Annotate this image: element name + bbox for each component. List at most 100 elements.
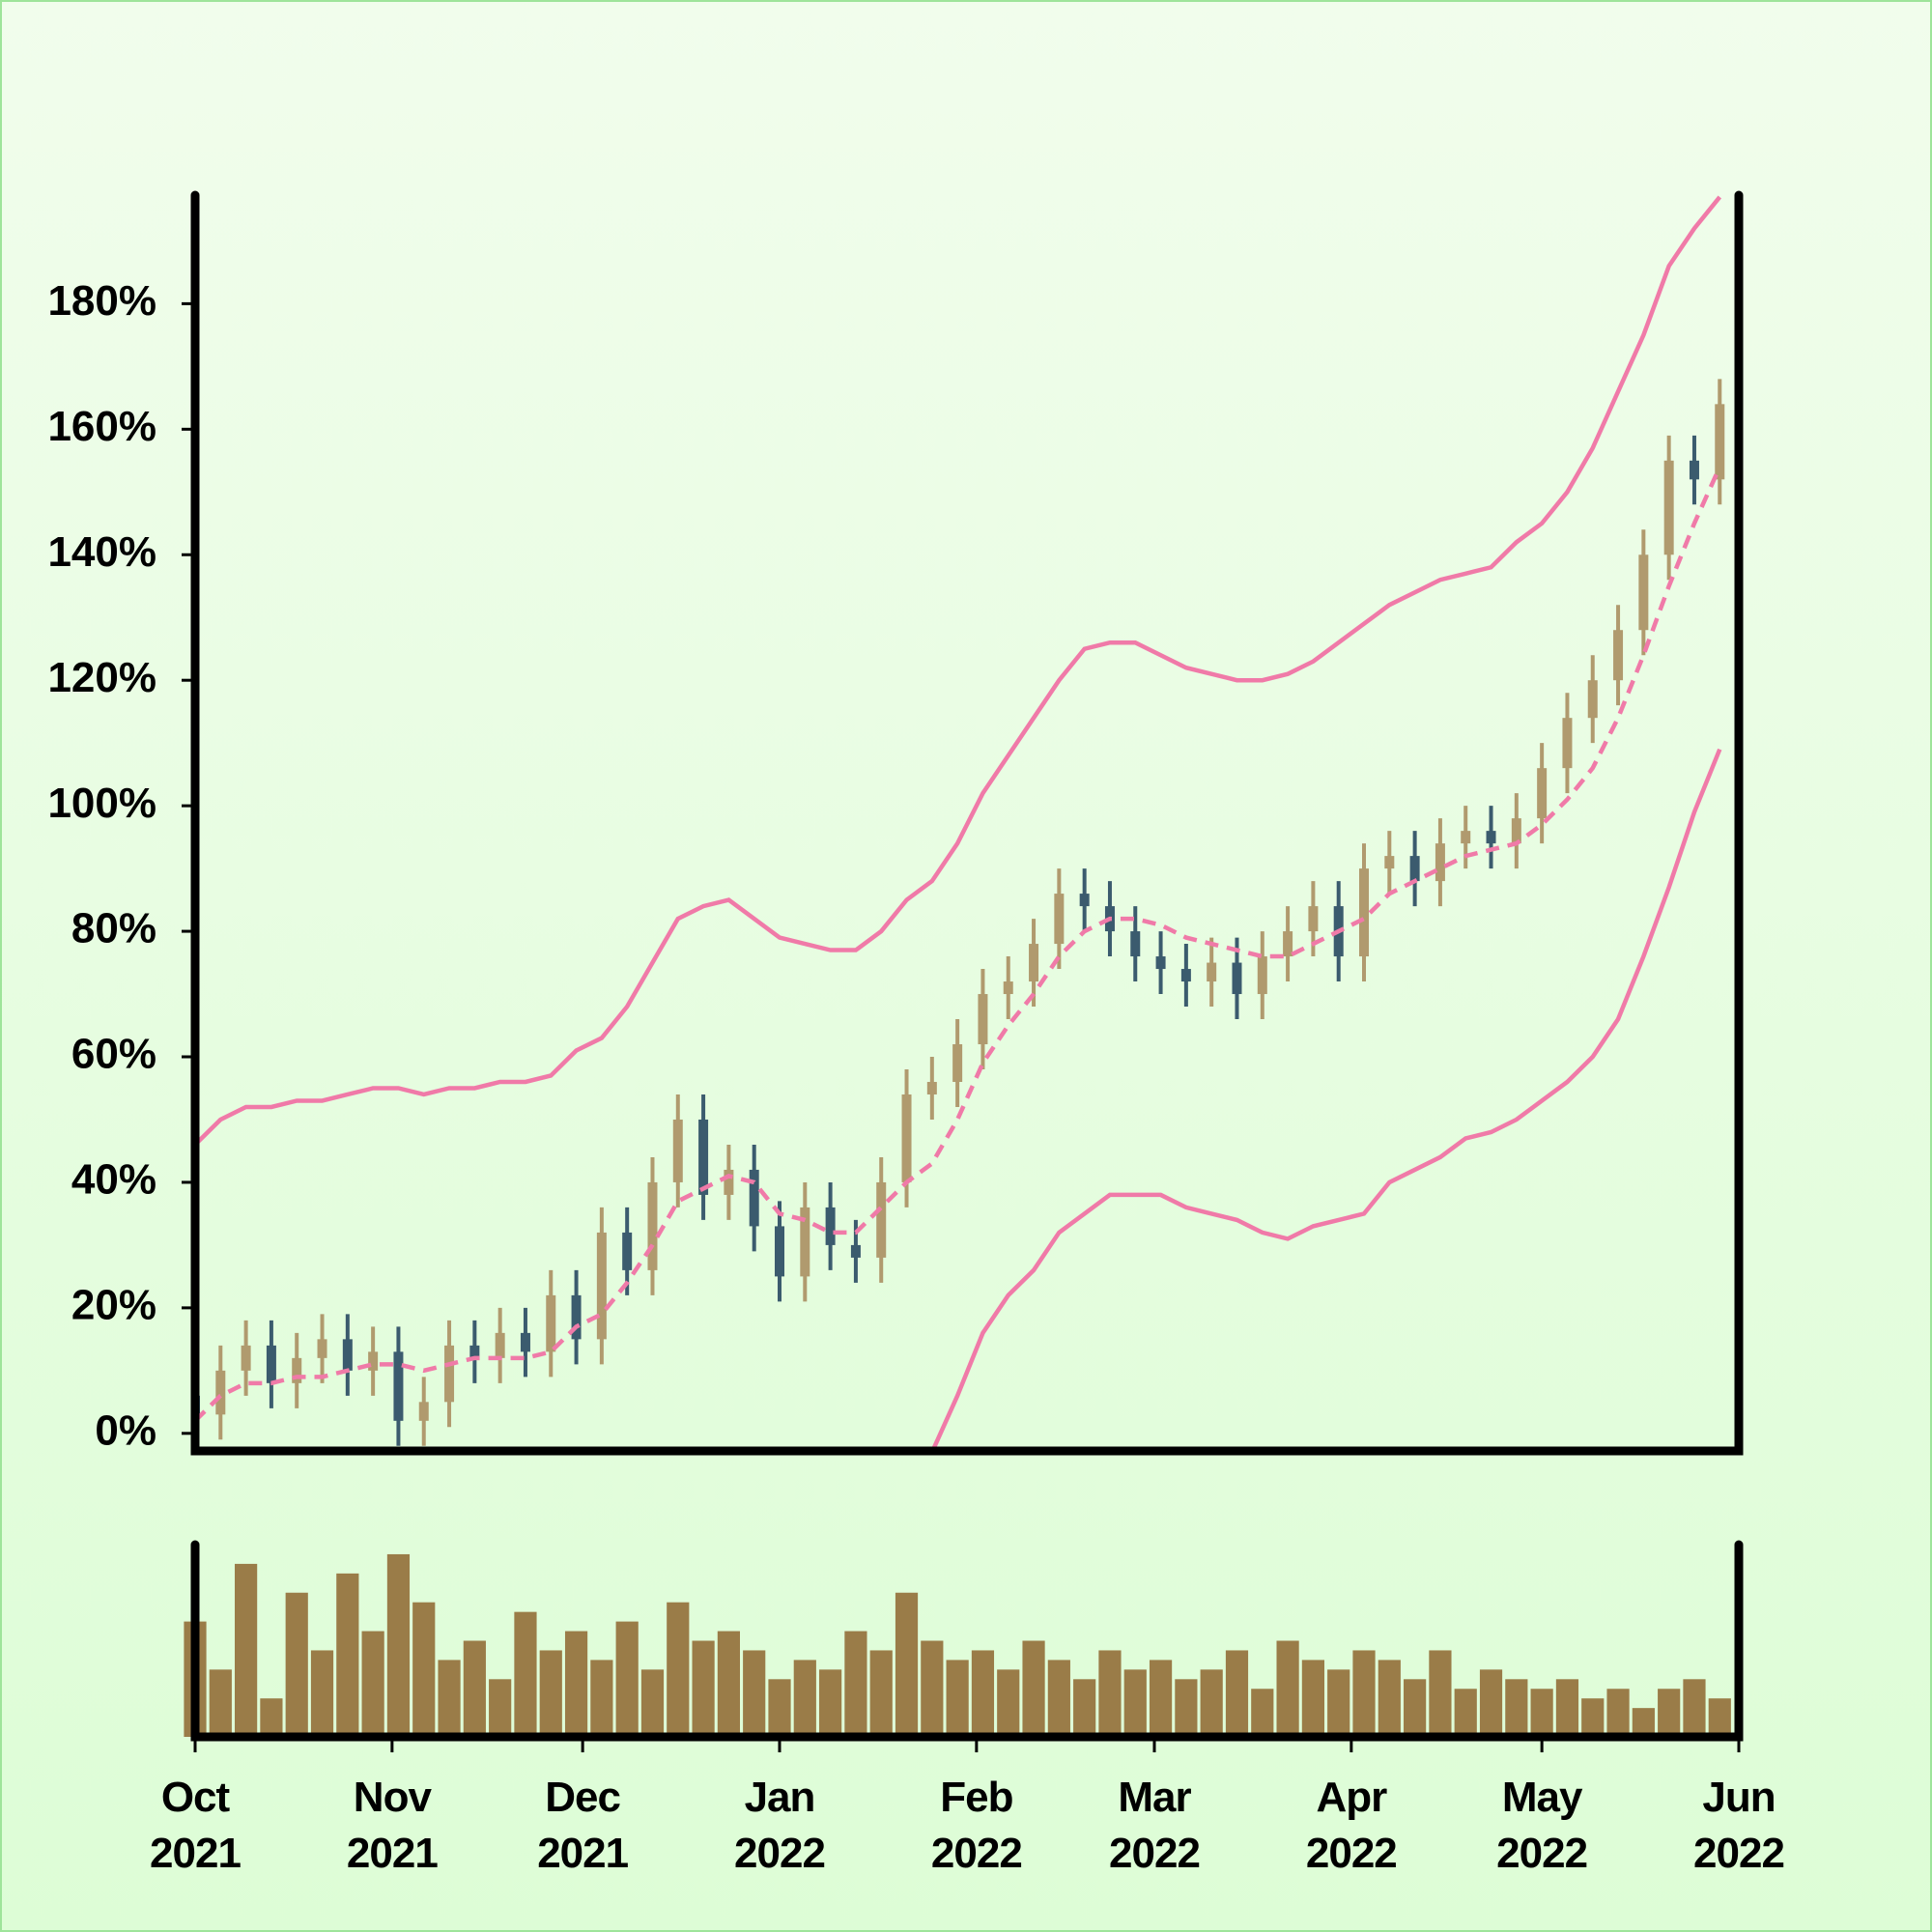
bollinger-band <box>195 466 1722 1423</box>
volume-bar <box>489 1679 512 1737</box>
bollinger-band <box>195 195 1722 1147</box>
ohlc-body <box>1384 856 1395 869</box>
ohlc-body <box>520 1332 530 1352</box>
ohlc-body <box>1180 969 1191 982</box>
ohlc-body <box>368 1351 379 1371</box>
y-tick-label: 160% <box>47 403 156 450</box>
y-tick-label: 20% <box>71 1281 156 1328</box>
volume-bar <box>1276 1640 1299 1737</box>
ohlc-body <box>317 1339 327 1358</box>
volume-bar <box>768 1679 791 1737</box>
ohlc-body <box>1029 944 1039 982</box>
volume-bar <box>1479 1669 1503 1737</box>
volume-bar <box>539 1650 562 1737</box>
ohlc-body <box>1409 856 1420 882</box>
ohlc-body <box>926 1081 937 1094</box>
x-tick-label: Oct 2021 <box>150 1774 242 1877</box>
ohlc-body <box>546 1294 556 1352</box>
y-tick-label: 60% <box>71 1031 156 1078</box>
ohlc-body <box>800 1207 810 1277</box>
ohlc-body <box>1435 843 1445 882</box>
ohlc-body <box>1689 460 1699 480</box>
ohlc-body <box>698 1119 709 1195</box>
y-tick-label: 40% <box>71 1156 156 1204</box>
volume-bar <box>717 1631 740 1737</box>
y-tick-label: 0% <box>95 1406 156 1454</box>
x-tick-label: Nov 2021 <box>346 1774 439 1877</box>
volume-bar <box>1505 1679 1528 1737</box>
ohlc-body <box>1232 962 1242 995</box>
ohlc-body <box>596 1232 607 1340</box>
ohlc-body <box>978 994 988 1045</box>
ohlc-body <box>1130 931 1141 957</box>
volume-bar <box>1581 1698 1605 1737</box>
volume-bar <box>386 1553 411 1737</box>
ohlc-body <box>241 1345 251 1371</box>
ohlc-body <box>775 1226 785 1277</box>
ohlc-body <box>622 1232 633 1270</box>
ohlc-body <box>1155 956 1166 970</box>
volume-bar <box>1404 1679 1427 1737</box>
ohlc-body <box>1283 931 1293 957</box>
volume-bar <box>209 1669 232 1737</box>
ohlc-body <box>1613 630 1624 681</box>
ohlc-body <box>1562 718 1573 769</box>
ohlc-body <box>1461 831 1471 844</box>
ohlc-body <box>292 1357 302 1383</box>
volume-bar <box>1047 1660 1070 1737</box>
volume-bar <box>1454 1689 1477 1737</box>
volume-bar <box>1175 1679 1198 1737</box>
x-tick-label: Apr 2022 <box>1305 1774 1398 1877</box>
x-tick-label: Jun 2022 <box>1693 1774 1785 1877</box>
ohlc-body <box>1359 868 1370 957</box>
volume-bar <box>235 1563 258 1737</box>
volume-bar <box>1555 1679 1579 1737</box>
x-tick-label: Mar 2022 <box>1109 1774 1201 1877</box>
ohlc-body <box>444 1345 455 1403</box>
volume-bar <box>1327 1669 1350 1737</box>
volume-bar <box>1632 1708 1655 1737</box>
ohlc-body <box>672 1119 683 1182</box>
volume-bar <box>514 1611 537 1737</box>
volume-bar <box>260 1698 283 1737</box>
ohlc-body <box>1257 956 1267 995</box>
volume-bar <box>640 1669 665 1737</box>
ohlc-body <box>342 1339 353 1371</box>
ohlc-body <box>647 1181 658 1270</box>
volume-bar <box>692 1640 715 1737</box>
ohlc-body <box>1587 680 1598 719</box>
y-tick-label: 100% <box>47 780 156 827</box>
ohlc-body <box>1486 831 1496 844</box>
volume-bar <box>1225 1650 1249 1737</box>
volume-bar <box>895 1592 919 1737</box>
volume-bar <box>667 1602 690 1737</box>
volume-bar <box>1022 1640 1045 1737</box>
volume-bar <box>1123 1669 1147 1737</box>
volume-bar <box>590 1660 613 1737</box>
volume-bar <box>793 1660 816 1737</box>
ohlc-body <box>749 1169 759 1227</box>
ohlc-body <box>850 1244 861 1258</box>
ohlc-body <box>266 1345 276 1383</box>
ohlc-body <box>495 1332 505 1358</box>
volume-bar <box>564 1631 588 1737</box>
volume-bar <box>844 1631 867 1737</box>
volume-bar <box>869 1650 893 1737</box>
ohlc-body <box>1715 404 1725 480</box>
y-tick-label: 180% <box>47 277 156 325</box>
volume-bar <box>1683 1679 1706 1737</box>
volume-bar <box>1200 1669 1223 1737</box>
axes: 0% 20% 40% 60% 80% 100% 120% 140% 160% 180% <box>47 190 1744 1752</box>
ohlc-body <box>1537 768 1548 819</box>
volume-bar <box>1149 1660 1173 1737</box>
volume-bar <box>743 1650 766 1737</box>
volume-bar <box>819 1669 842 1737</box>
ohlc-body <box>901 1094 912 1182</box>
volume-bar <box>1301 1660 1324 1737</box>
volume-bar <box>1098 1650 1122 1737</box>
volume-bar <box>1073 1679 1096 1737</box>
volume-bar <box>1352 1650 1376 1737</box>
x-tick-label: May 2022 <box>1496 1774 1588 1877</box>
y-tick-label: 80% <box>71 905 156 952</box>
